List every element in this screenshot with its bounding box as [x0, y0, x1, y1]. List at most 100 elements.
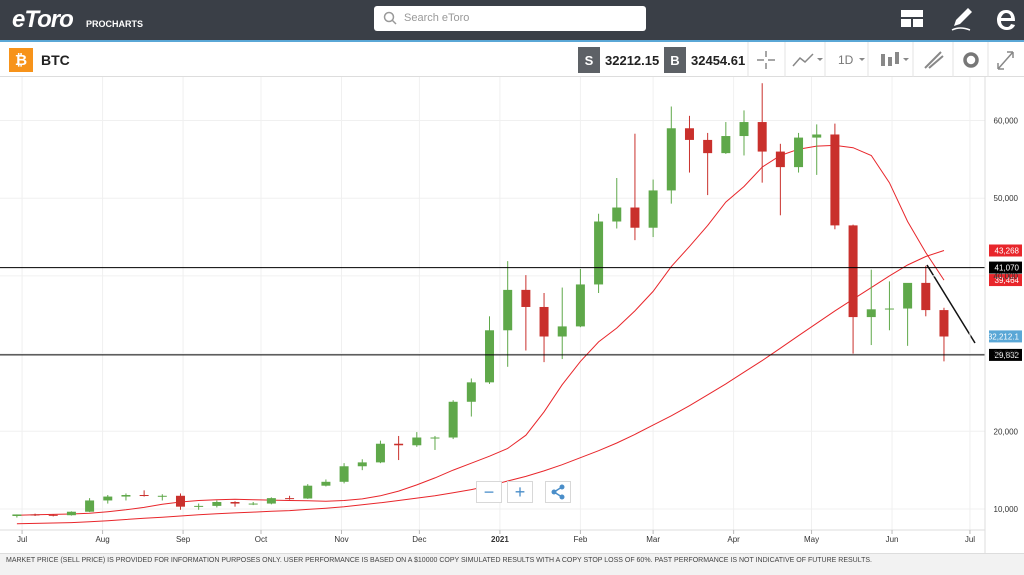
x-tick-label: Jul — [965, 535, 975, 544]
y-tick-label: 20,000 — [994, 427, 1019, 436]
candle-body — [830, 134, 840, 226]
candle-body — [666, 128, 676, 191]
x-tick-label: Feb — [574, 535, 588, 544]
y-tick-label: 60,000 — [994, 116, 1019, 125]
y-tick-label: 10,000 — [994, 505, 1019, 514]
candle-body — [884, 308, 894, 310]
candle-body — [775, 151, 785, 168]
candle-body — [557, 326, 567, 337]
x-tick-label: Jul — [17, 535, 27, 544]
level-label: 39,464 — [995, 276, 1020, 285]
share-button[interactable] — [545, 481, 571, 503]
level-label: 43,268 — [995, 247, 1020, 256]
toolbar: ₿ BTC S 32212.15 B 32454.61 1D — [0, 40, 1024, 77]
candles — [12, 83, 949, 518]
candle-body — [66, 511, 76, 516]
candle-body — [848, 225, 858, 318]
candle-body — [939, 310, 949, 337]
layout-icon[interactable] — [900, 8, 926, 30]
asset-symbol: BTC — [41, 52, 70, 68]
candle-body — [448, 401, 458, 438]
candle-body — [194, 505, 204, 507]
chart: 43,268 41,070 39,464 32,212.1 29,832 10,000 20… — [0, 77, 1022, 553]
candle-body — [466, 382, 476, 402]
candle-body — [212, 502, 222, 506]
zoom-in[interactable]: + — [507, 481, 533, 503]
x-tick-label: May — [804, 535, 819, 544]
buy-price: 32454.61 — [691, 52, 746, 68]
candle-body — [121, 495, 131, 497]
level-label: 32,212.1 — [988, 332, 1020, 341]
x-tick-label: 2021 — [491, 535, 509, 544]
candle-body — [721, 136, 731, 154]
candle-body — [684, 128, 694, 140]
interval[interactable]: 1D — [838, 53, 854, 67]
level-label-box — [989, 274, 1022, 287]
candle-body — [375, 443, 385, 463]
candle-body — [303, 485, 313, 499]
trend-line — [926, 264, 976, 344]
candle-body — [30, 514, 40, 516]
x-tick-label: Sep — [176, 535, 191, 544]
pencil-icon[interactable] — [950, 6, 974, 32]
candle-body — [903, 282, 913, 309]
share-icon — [551, 484, 565, 500]
buy-quote[interactable]: B 32454.61 — [664, 47, 745, 73]
sell-quote[interactable]: S 32212.15 — [578, 47, 659, 73]
x-tick-label: Jun — [886, 535, 899, 544]
level-label-box — [989, 244, 1022, 257]
x-tick-label: Nov — [334, 535, 348, 544]
candle-body — [139, 495, 149, 497]
level-label-box — [989, 330, 1022, 343]
candle-body — [321, 481, 331, 486]
candle-body — [485, 330, 495, 383]
x-tick-label: Dec — [412, 535, 426, 544]
candle-body — [866, 309, 876, 318]
candle-body — [266, 498, 276, 504]
x-tick-label: Mar — [646, 535, 660, 544]
sell-price: 32212.15 — [605, 52, 660, 68]
candle-body — [921, 282, 931, 311]
x-tick-label: Aug — [95, 535, 109, 544]
y-tick-label: 50,000 — [994, 194, 1019, 203]
candle-body — [248, 503, 258, 505]
candle-body — [339, 466, 349, 482]
candle-body — [357, 462, 367, 467]
candle-body — [739, 122, 749, 137]
level-label-box — [989, 261, 1022, 274]
level-label: 29,832 — [995, 351, 1020, 360]
candle-body — [594, 221, 604, 285]
candle-body — [103, 496, 113, 501]
candle-body — [503, 289, 513, 331]
candle-body — [539, 306, 549, 337]
candle-body — [757, 122, 767, 152]
candle-body — [175, 495, 185, 507]
buy-label: B — [664, 47, 686, 73]
moving-average — [16, 144, 945, 516]
candle-body — [612, 207, 622, 222]
zoom-out[interactable]: − — [476, 481, 502, 503]
candle-body — [230, 502, 240, 504]
candle-body — [157, 495, 167, 497]
disclaimer: MARKET PRICE (SELL PRICE) IS PROVIDED FO… — [6, 557, 872, 564]
logo[interactable]: eToro — [12, 6, 74, 33]
footer: MARKET PRICE (SELL PRICE) IS PROVIDED FO… — [0, 553, 1024, 575]
candle-body — [394, 443, 404, 446]
candle-body — [285, 498, 295, 500]
overlay-lines — [16, 144, 945, 525]
y-tick-label: 40,000 — [994, 272, 1019, 281]
search-icon — [383, 11, 397, 25]
level-label: 41,070 — [995, 264, 1020, 273]
candle-body — [630, 207, 640, 228]
candle-body — [521, 289, 531, 307]
search-box[interactable]: Search eToro — [374, 6, 646, 31]
product-name: PROCHARTS — [86, 19, 144, 29]
sell-label: S — [578, 47, 600, 73]
etoro-icon[interactable] — [993, 6, 1019, 34]
x-tick-label: Apr — [727, 535, 740, 544]
candle-body — [85, 500, 95, 512]
candle-body — [703, 139, 713, 154]
asset-icon: ₿ — [9, 48, 33, 72]
x-tick-label: Oct — [255, 535, 268, 544]
